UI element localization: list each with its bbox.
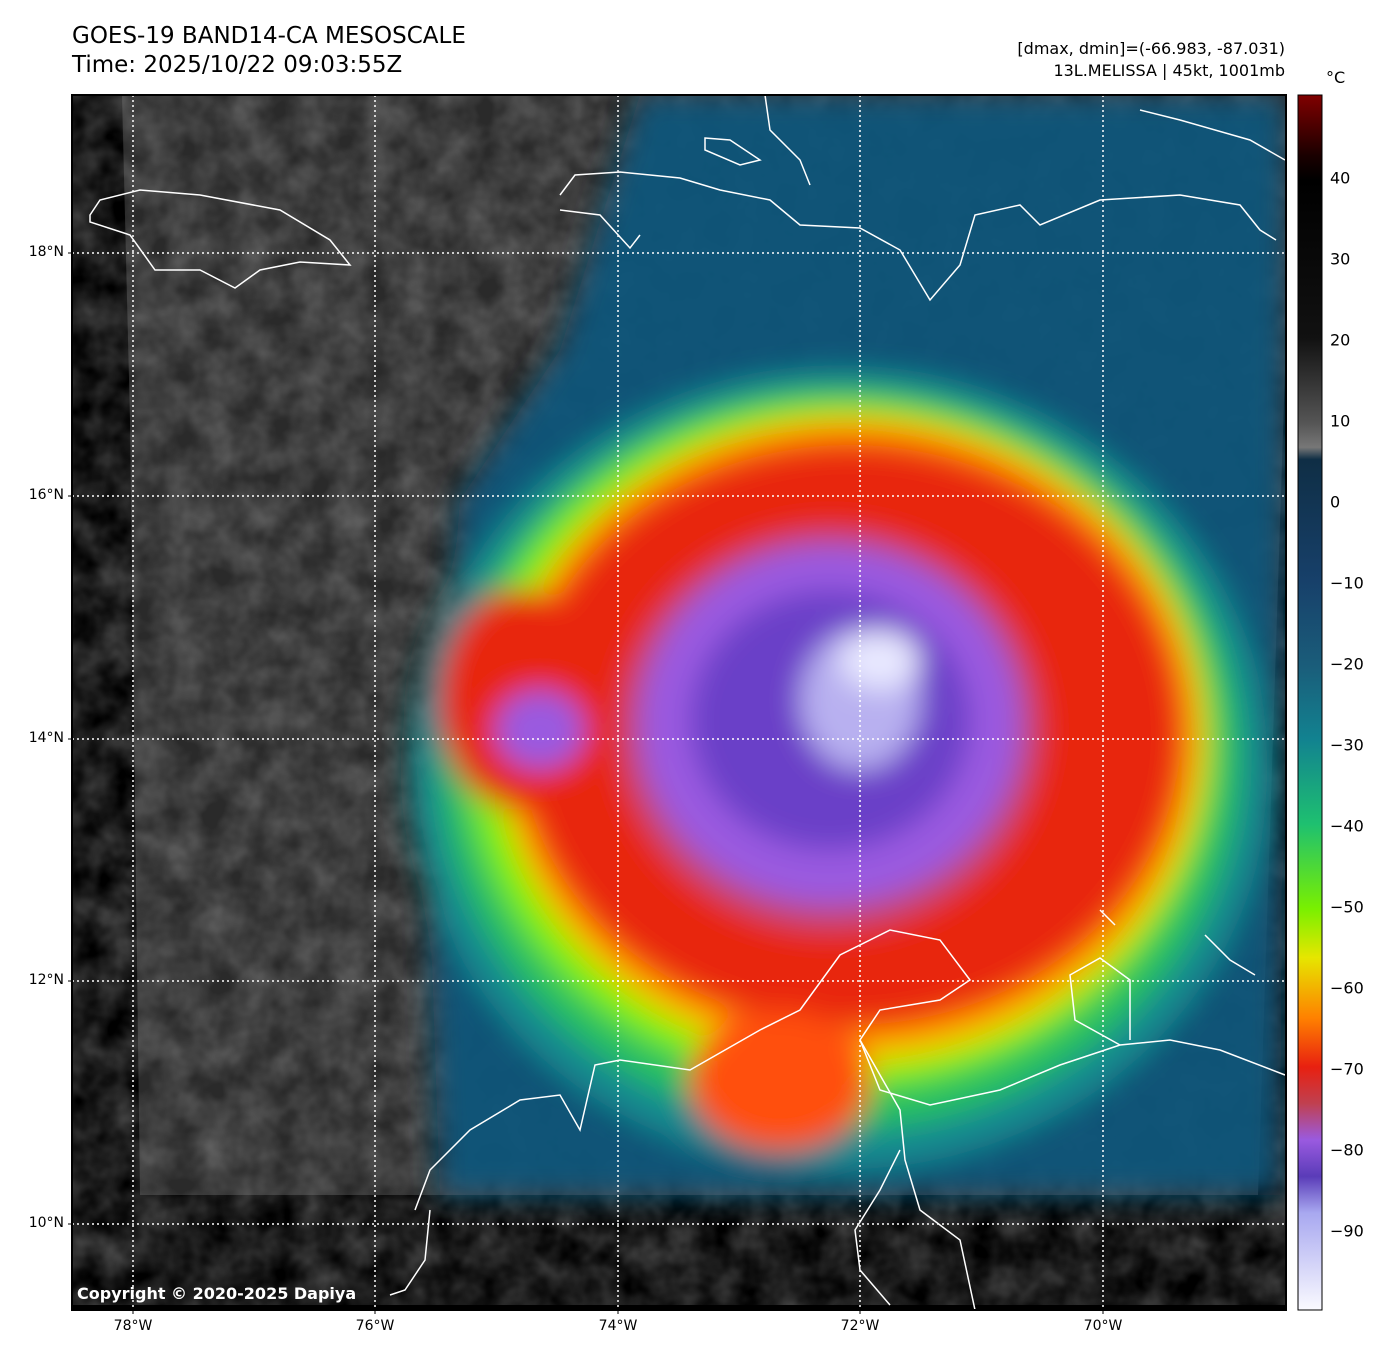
product-title: GOES-19 BAND14-CA MESOSCALE [72,23,466,49]
colorbar-tick-label: 30 [1330,249,1351,269]
figure-title: GOES-19 BAND14-CA MESOSCALE Time: 2025/1… [72,22,466,80]
colorbar-tick-label: −10 [1330,573,1364,593]
colorbar-tick-label: −30 [1330,735,1364,755]
colorbar-tick-label: −50 [1330,897,1364,917]
colorbar-tick-label: 20 [1330,330,1351,350]
colorbar-tick-label: −40 [1330,816,1364,836]
lat-label: 16°N [28,487,64,503]
colorbar-unit: °C [1326,68,1346,87]
axis-ticks [68,252,1104,1314]
lon-label: 72°W [840,1318,880,1334]
colorbar-tick-label: −60 [1330,978,1364,998]
figure-metadata: [dmax, dmin]=(-66.983, -87.031) 13L.MELI… [1017,38,1285,82]
storm-info: 13L.MELISSA | 45kt, 1001mb [1053,61,1285,80]
colorbar-tick-label: −20 [1330,654,1364,674]
lon-label: 70°W [1083,1318,1123,1334]
colorbar-tick-label: 0 [1330,492,1341,512]
lat-label: 10°N [28,1215,64,1231]
graticule [72,95,1286,1310]
colorbar-tick-label: −70 [1330,1059,1364,1079]
colorbar [1297,94,1323,1311]
ir-imagery [72,95,1286,1310]
colorbar-tick-label: 10 [1330,411,1351,431]
coastlines [89,95,1286,1310]
copyright: Copyright © 2020-2025 Dapiya [77,1284,357,1303]
lat-label: 18°N [28,244,64,260]
data-range: [dmax, dmin]=(-66.983, -87.031) [1017,39,1285,58]
colorbar-tick-label: 40 [1330,168,1351,188]
colorbar-tick-label: −90 [1330,1221,1364,1241]
lat-label: 14°N [28,730,64,746]
map-frame [71,94,1287,1311]
lon-label: 78°W [113,1318,153,1334]
observation-time: Time: 2025/10/22 09:03:55Z [72,52,403,78]
lon-label: 76°W [355,1318,395,1334]
lat-label: 12°N [28,972,64,988]
lon-label: 74°W [598,1318,638,1334]
colorbar-tick-label: −80 [1330,1140,1364,1160]
